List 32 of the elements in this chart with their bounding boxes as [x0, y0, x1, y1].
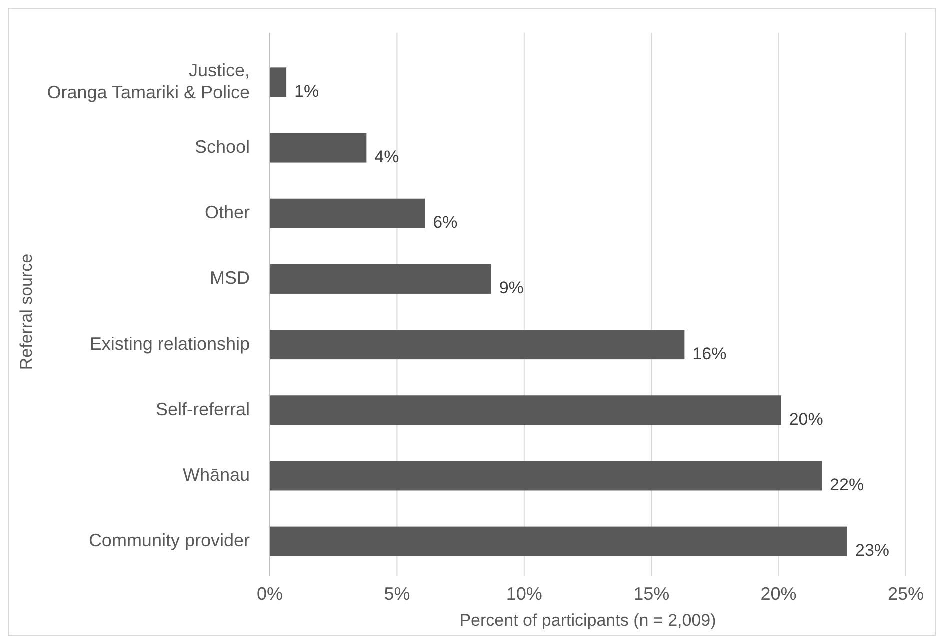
- data-label: 16%: [692, 344, 727, 364]
- bar: [270, 396, 782, 426]
- y-tick-label: Justice, Oranga Tamariki & Police: [47, 60, 250, 102]
- bar: [270, 198, 426, 228]
- data-label: 23%: [855, 541, 890, 560]
- x-tick-label: 20%: [760, 584, 797, 604]
- y-tick-label: School: [194, 136, 250, 157]
- bar: [270, 461, 822, 491]
- data-label: 4%: [374, 148, 400, 167]
- x-axis-title: Percent of participants (n = 2,009): [460, 611, 716, 630]
- bar: [270, 68, 287, 98]
- y-tick-label: Self-referral: [156, 399, 250, 420]
- y-tick-label: Other: [204, 202, 250, 222]
- bar: [270, 526, 848, 556]
- y-tick-label: Whānau: [182, 464, 250, 485]
- x-tick-label: 10%: [506, 584, 542, 604]
- bar: [270, 133, 367, 163]
- x-tick-label: 0%: [256, 584, 284, 604]
- y-tick-label: MSD: [210, 268, 250, 288]
- data-label: 22%: [830, 475, 864, 494]
- data-label: 1%: [294, 82, 320, 101]
- y-tick-label: Community provider: [88, 530, 250, 550]
- x-tick-label: 5%: [384, 584, 410, 604]
- bar: [270, 330, 685, 360]
- x-tick-label: 25%: [888, 584, 924, 604]
- data-label: 6%: [433, 213, 458, 232]
- y-tick-label: Existing relationship: [90, 334, 250, 354]
- data-label: 20%: [789, 410, 824, 429]
- y-axis-title: Referral source: [17, 254, 36, 370]
- bar: [270, 264, 492, 294]
- data-label: 9%: [499, 278, 524, 298]
- x-tick-label: 15%: [634, 584, 670, 604]
